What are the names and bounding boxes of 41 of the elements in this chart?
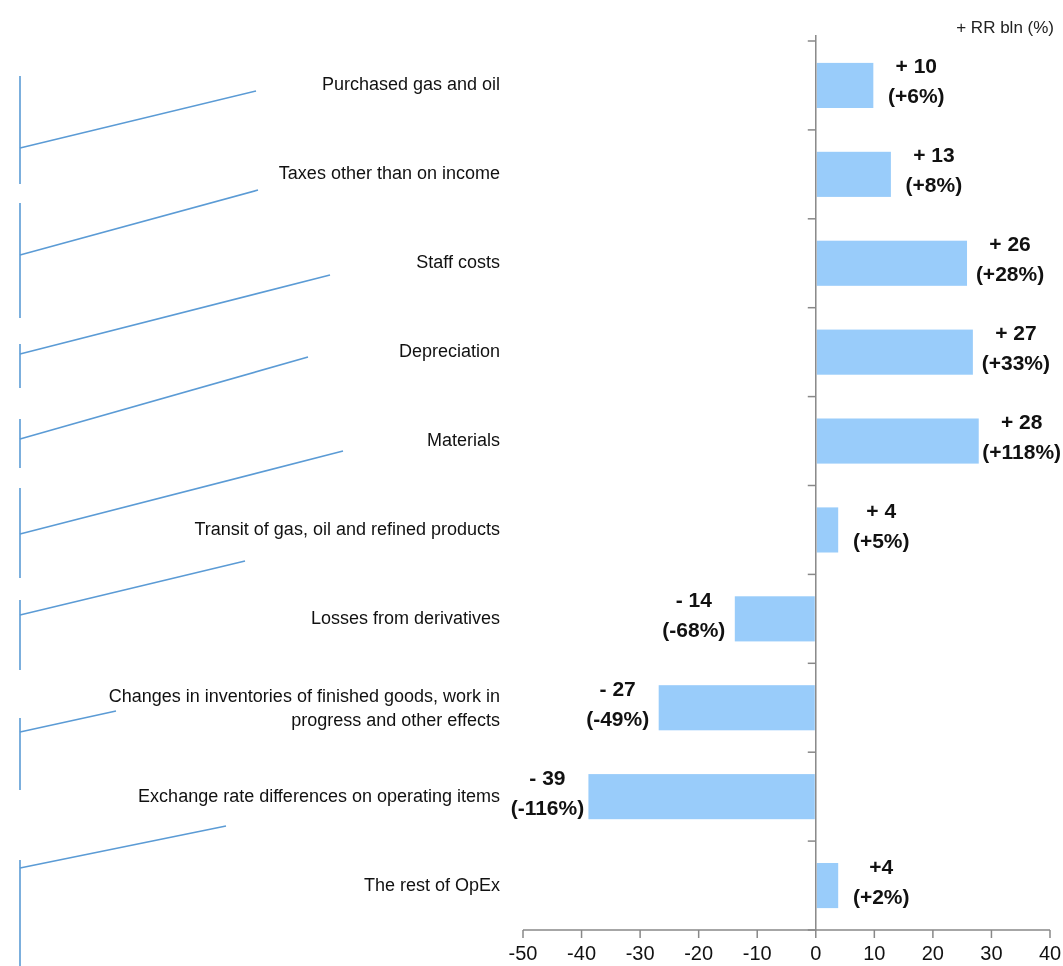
bar	[732, 594, 817, 644]
x-tick-label: -40	[567, 942, 597, 964]
data-label: - 39 (-116%)	[510, 765, 585, 819]
x-tick-label: -20	[684, 942, 714, 964]
bar	[814, 327, 975, 377]
bar	[814, 238, 970, 288]
data-label: + 4 (+5%)	[852, 498, 910, 552]
data-label: + 26 (+28%)	[975, 232, 1045, 286]
x-tick-label: 40	[1038, 942, 1062, 964]
data-label: + 27 (+33%)	[981, 321, 1051, 375]
data-label: + 10 (+6%)	[888, 54, 945, 108]
data-label: + 28 (+118%)	[982, 410, 1062, 464]
y-tick-label: Exchange rate differences on operating items	[138, 785, 500, 806]
x-tick-label: -30	[625, 942, 655, 964]
y-tick-label: Staff costs	[416, 252, 500, 272]
data-label: - 27 (-49%)	[586, 676, 650, 730]
y-tick-label: Losses from derivatives	[310, 607, 500, 628]
x-axis-title: + RR bln (%)	[956, 18, 1054, 37]
x-tick-label: 10	[863, 942, 886, 964]
y-tick-label: Materials	[426, 429, 500, 450]
x-tick-label: -10	[742, 942, 772, 964]
data-label: +4 (+2%)	[852, 854, 910, 908]
bar	[814, 149, 893, 199]
y-tick-label: Taxes other than on income	[278, 163, 500, 184]
y-tick-label: Changes in inventories of finished goods, work in progress and other effects	[108, 685, 500, 730]
y-tick-label: The rest of OpEx	[363, 874, 500, 895]
bar	[814, 505, 841, 555]
data-label: - 14 (-68%)	[662, 587, 726, 641]
bar	[814, 416, 981, 466]
y-tick-label: Purchased gas and oil	[321, 74, 500, 95]
bar	[814, 860, 841, 911]
y-tick-label: Depreciation	[398, 340, 500, 361]
y-tick-label: Transit of gas, oil and refined products	[194, 518, 500, 539]
data-label: + 13 (+8%)	[905, 143, 963, 197]
x-tick-label: 0	[810, 942, 822, 964]
bar	[586, 772, 817, 822]
x-tick-label: 20	[921, 942, 945, 964]
x-tick-label: 30	[980, 942, 1003, 964]
bar	[656, 683, 817, 733]
bar	[814, 60, 876, 111]
x-tick-label: -50	[508, 942, 538, 964]
